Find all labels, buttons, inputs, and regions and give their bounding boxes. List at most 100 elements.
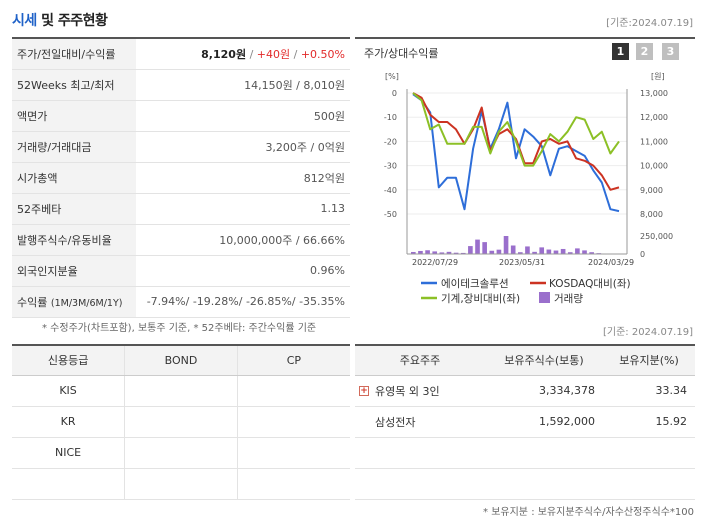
table-row: KR [12,406,350,438]
table-row: + 유영목 외 3인 3,334,378 33.34 [355,375,695,407]
x-tick-label: 2022/07/29 [412,258,458,267]
beta-row: 52주베타 1.13 [12,193,350,225]
volume-bar [468,246,473,254]
volume-bar [567,252,573,254]
legend-s4: 거래량 [554,293,583,305]
right-tick-label: 10,000 [640,162,668,171]
left-tick-label: 0 [392,89,397,98]
chart-panel [355,37,695,312]
reference-date: [기준:2024.07.19] [606,18,693,29]
table-row: KIS [12,375,350,407]
chart-axes: 0 -10 -20 -30 -40 -50 13,000 12,000 11,000 10,000… [384,89,673,267]
credit-rating-table: 신용등급 BOND CP KIS KR NICE [12,344,350,500]
volume-bar [460,252,466,254]
volume-bar [446,251,452,254]
series-line-1 [412,93,620,213]
volume-bar [532,251,537,254]
x-tick-label: 2024/03/29 [588,258,634,267]
table-row [355,468,695,500]
volume-bar [411,251,416,254]
volume-tick-label: 250,000 [640,232,673,241]
holders-header-shares: 보유주식수(보통) [485,344,603,376]
legend-swatch-s4 [539,292,550,303]
table-row [12,468,350,500]
right-tick-label: 11,000 [640,137,668,146]
foreign-ratio-row: 외국인지분율 0.96% [12,255,350,287]
chart-tab-1[interactable]: 1 [612,43,629,60]
par-value-row: 액면가 500원 [12,100,350,132]
right-tick-label: 9,000 [640,186,663,195]
market-cap-row: 시가총액 812억원 [12,162,350,194]
holder-name: 삼성전자 [355,406,485,438]
chart-tab-3[interactable]: 3 [662,43,679,60]
series-line-3 [412,92,620,167]
price-rate: +0.50% [300,47,345,61]
volume-bar [489,250,495,254]
table-row [355,437,695,469]
volume-bar [575,248,580,254]
holders-note: * 보유지분 : 보유지분주식수/자수산정주식수*100 [483,507,694,518]
returns-value: -7.94%/ -19.28%/ -26.85%/ -35.35% [136,286,350,318]
holders-header-name: 주요주주 [355,344,485,376]
price-chart: 0 -10 -20 -30 -40 -50 13,000 12,000 11,000 10,000… [384,72,673,305]
volume-bar [425,250,430,254]
volume-bar [496,249,502,254]
volume-bars [411,236,623,254]
volume-bar [510,245,516,254]
volume-bar [475,239,480,254]
volume-bar [539,247,545,254]
left-unit-label: [%] [385,72,399,81]
volume-bar [525,246,530,254]
legend-s2: KOSDAQ대비(좌) [549,278,631,290]
volume-bar [482,242,487,254]
volume-bar [589,252,594,254]
volume-bar [518,252,523,254]
reference-date-bottom: [기준: 2024.07.19] [602,327,693,338]
chart-legend: 에이테크솔루션 KOSDAQ대비(좌) 기계,장비대비(좌) 거래량 [421,278,631,305]
x-tick-label: 2023/05/31 [499,258,545,267]
price-value: 8,120원 / +40원 / +0.50% [136,37,350,70]
left-tick-label: -30 [384,162,397,171]
table-row: NICE [12,437,350,469]
volume-tick-label: 0 [640,250,645,259]
volume-bar [560,248,566,254]
chart-tab-2[interactable]: 2 [636,43,653,60]
volume-bar [453,252,459,254]
price-change: +40원 [256,47,291,61]
legend-s1: 에이테크솔루션 [441,278,509,290]
table-row: 삼성전자 1,592,000 15.92 [355,406,695,438]
legend-s3: 기계,장비대비(좌) [441,293,520,305]
credit-header-agency: 신용등급 [12,344,125,376]
volume-bar [432,251,438,254]
shareholders-table: 주요주주 보유주식수(보통) 보유지분(%) + 유영목 외 3인 3,334,3… [355,344,695,500]
chart-lines [412,92,620,213]
volume-bar [553,250,559,254]
expand-icon[interactable]: + [359,385,369,396]
credit-header-bond: BOND [124,344,238,376]
returns-row: 수익률 (1M/3M/6M/1Y) -7.94%/ -19.28%/ -26.8… [12,286,350,318]
price-label: 주가/전일대비/수익률 [12,37,136,70]
holder-name: 유영목 외 3인 [375,384,440,398]
volume-row: 거래량/거래대금 3,200주 / 0억원 [12,131,350,163]
volume-bar [582,250,587,254]
volume-bar [503,236,509,254]
right-tick-label: 12,000 [640,113,668,122]
left-tick-label: -50 [384,210,397,219]
left-tick-label: -40 [384,186,397,195]
week52-row: 52Weeks 최고/최저 14,150원 / 8,010원 [12,69,350,101]
price-note: * 수정주가(차트포함), 보통주 기준, * 52주베타: 주간수익률 기준 [42,323,317,334]
volume-bar [439,252,445,254]
right-unit-label: [원] [651,72,665,81]
price-info-table: 주가/전일대비/수익률 8,120원 / +40원 / +0.50% 52Wee… [12,37,350,318]
price-row: 주가/전일대비/수익률 8,120원 / +40원 / +0.50% [12,37,350,70]
shares-row: 발행주식수/유동비율 10,000,000주 / 66.66% [12,224,350,256]
volume-bar [418,250,423,254]
volume-bar [546,249,552,254]
left-tick-label: -20 [384,137,397,146]
right-tick-label: 13,000 [640,89,668,98]
chart-title: 주가/상대수익률 [364,47,439,60]
left-tick-label: -10 [384,113,397,122]
right-tick-label: 8,000 [640,210,663,219]
credit-header-cp: CP [236,344,350,376]
holders-header-ratio: 보유지분(%) [603,344,695,376]
